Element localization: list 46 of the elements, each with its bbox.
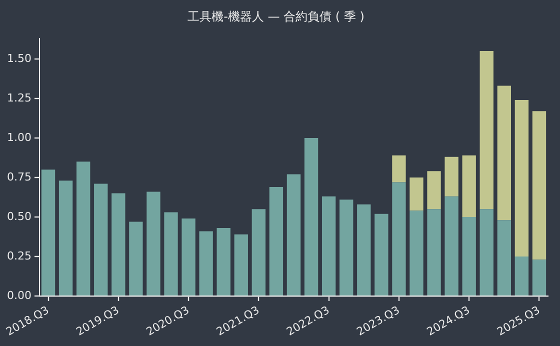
bar: [514, 100, 529, 256]
bar: [112, 193, 126, 296]
y-tick-label: 1.50: [6, 52, 32, 65]
bar: [480, 51, 494, 210]
bar: [216, 228, 230, 296]
bar: [304, 138, 318, 296]
bar: [340, 200, 354, 296]
bar: [480, 209, 494, 296]
chart-title: 工具機-機器人 — 合約負債 ( 季 ): [188, 9, 364, 24]
bar: [410, 210, 424, 296]
bar: [374, 214, 388, 296]
bar: [532, 260, 546, 296]
y-tick-label: 1.25: [6, 91, 32, 104]
bar: [252, 209, 266, 296]
y-tick-label: 1.00: [6, 130, 32, 144]
bar: [146, 192, 160, 296]
bar: [462, 216, 476, 296]
bar: [427, 171, 441, 210]
bar: [182, 218, 196, 296]
bar: [129, 222, 143, 296]
bar: [357, 204, 371, 296]
bar: [497, 220, 511, 296]
y-tick-label: 0.25: [6, 249, 32, 262]
bar: [76, 162, 90, 296]
bar: [58, 180, 73, 296]
bar: [94, 184, 108, 296]
bar: [41, 170, 56, 296]
bar: [514, 256, 529, 296]
y-tick-label: 0.00: [6, 288, 32, 302]
bar: [532, 111, 546, 260]
bar: [234, 234, 248, 296]
bar: [322, 196, 336, 296]
bar: [286, 174, 301, 296]
bar: [410, 177, 424, 211]
bar: [444, 196, 458, 296]
y-tick-label: 0.50: [6, 210, 32, 223]
bar: [444, 156, 458, 196]
bar: [462, 155, 476, 217]
bar: [427, 209, 441, 296]
bar: [392, 155, 406, 182]
bar: [497, 86, 511, 220]
bar: [199, 231, 213, 296]
bar: [164, 212, 178, 296]
bar: [392, 182, 406, 296]
bar: [269, 186, 284, 296]
y-tick-label: 0.75: [6, 170, 32, 184]
